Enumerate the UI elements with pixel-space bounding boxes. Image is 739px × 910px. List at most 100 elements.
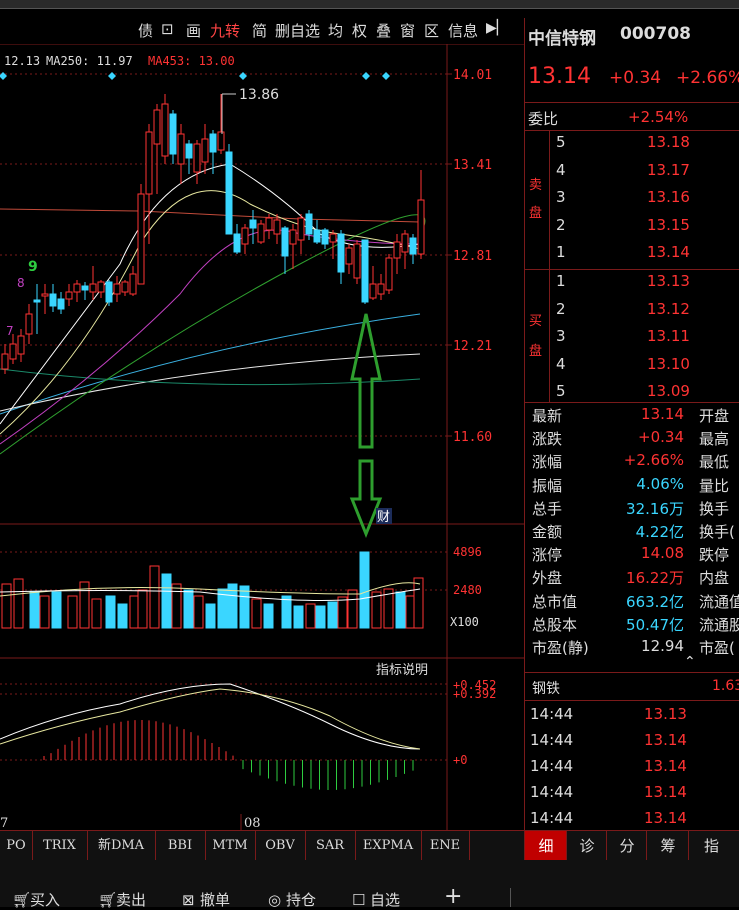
tick-time: 14:44	[530, 731, 574, 749]
sell-side-label: 盘	[529, 206, 543, 221]
tab-minute[interactable]: 分	[606, 831, 647, 861]
cancel-order-button[interactable]: ⊠ 撤单	[182, 889, 230, 910]
bid-level: 3	[556, 327, 566, 345]
toolbar-frame-icon[interactable]: ⊡	[161, 20, 174, 38]
finance-report-mark[interactable]: 财	[377, 510, 390, 525]
stat-value: 4.22亿	[635, 523, 684, 541]
cart-icon: 🛒︎	[12, 891, 32, 909]
bid-price: 13.12	[647, 299, 690, 318]
tab-sar[interactable]: SAR	[305, 831, 356, 861]
indicator-tabs: PO TRIX 新DMA BBI MTM OBV SAR EXPMA ENE 细…	[0, 830, 739, 861]
toolbar-remove-watch[interactable]: 删自选	[275, 22, 321, 40]
tick-time: 14:44	[530, 757, 574, 775]
toolbar-window[interactable]: 窗	[400, 22, 416, 40]
cancel-label: 撤单	[200, 891, 231, 909]
tab-obv[interactable]: OBV	[255, 831, 306, 861]
vol-tick: 2480	[453, 583, 482, 597]
tick-price: 13.14	[644, 731, 687, 749]
tab-mtm[interactable]: MTM	[205, 831, 256, 861]
stat-label-2: 换手	[699, 499, 730, 518]
tick-time: 14:44	[530, 783, 574, 801]
stat-label: 振幅	[532, 476, 563, 495]
ask-price: 13.18	[647, 133, 690, 151]
tab-diagnose[interactable]: 诊	[566, 831, 607, 861]
stat-label: 总市值	[532, 592, 578, 611]
tick-time: 14:44	[530, 705, 574, 723]
stat-value: 16.22万	[626, 569, 684, 588]
macd-tick: +0.392	[453, 687, 496, 701]
watchlist-button[interactable]: ☐ 自选	[352, 889, 400, 910]
stat-value: +0.34	[638, 428, 684, 447]
stat-label: 外盘	[532, 569, 563, 588]
position-button[interactable]: ◎ 持仓	[268, 889, 316, 910]
trade-bar: 🛒︎买入 🛒︎卖出 ⊠ 撤单 ◎ 持仓 ☐ 自选 +	[0, 860, 739, 910]
ask-level: 2	[556, 215, 566, 234]
tab-po[interactable]: PO	[0, 831, 33, 861]
stock-code: 000708	[620, 24, 691, 44]
candlesticks	[1, 94, 425, 374]
buy-label: 买入	[30, 891, 61, 909]
tab-index[interactable]: 指	[688, 831, 734, 861]
price-change: +0.34	[609, 68, 662, 88]
chart-toolbar: 债 ⊡ 画 九转 简 删自选 均 权 叠 窗 区 信息 ▶▏	[0, 18, 524, 44]
tab-detail[interactable]: 细	[524, 831, 567, 861]
bid-level: 2	[556, 299, 566, 318]
collapse-caret-icon[interactable]: ⌃	[684, 654, 696, 670]
position-label: 持仓	[286, 891, 317, 909]
toolbar-bond[interactable]: 债	[138, 22, 154, 40]
sector-label[interactable]: 钢铁	[532, 681, 560, 697]
ask-level: 1	[556, 243, 566, 261]
stat-label-2: 最低	[699, 453, 730, 472]
stat-label-2: 流通值	[699, 592, 739, 611]
position-icon: ◎	[268, 891, 282, 909]
stat-value: 32.16万	[626, 499, 684, 518]
toolbar-average[interactable]: 均	[328, 22, 344, 40]
stat-value: +2.66%	[623, 451, 684, 470]
event-diamonds	[0, 72, 390, 80]
toolbar-overlay[interactable]: 叠	[376, 22, 392, 40]
buy-side-label: 买	[529, 314, 543, 329]
bid-price: 13.13	[647, 272, 690, 290]
bid-price: 13.10	[647, 354, 690, 373]
sell-button[interactable]: 🛒︎卖出	[98, 889, 146, 910]
vol-unit: X100	[450, 615, 479, 629]
toolbar-rights[interactable]: 权	[352, 22, 368, 40]
price-tick: 11.60	[453, 430, 492, 445]
price-tick: 12.21	[453, 339, 492, 354]
toolbar-simple[interactable]: 简	[252, 22, 268, 40]
indicator-explain-link[interactable]: 指标说明	[376, 663, 428, 678]
toolbar-draw[interactable]: 画	[186, 22, 202, 40]
td-seven-label: 7	[6, 324, 14, 338]
tick-price: 13.14	[644, 783, 687, 801]
toolbar-info[interactable]: 信息	[448, 22, 479, 40]
tab-bbi[interactable]: BBI	[155, 831, 206, 861]
ma453-label: MA453: 13.00	[148, 54, 235, 68]
stat-label-2: 流通股	[699, 615, 739, 634]
date-tick: 7	[0, 816, 8, 830]
tab-chips[interactable]: 筹	[646, 831, 689, 861]
stat-value: 4.06%	[636, 474, 684, 493]
toolbar-nine-turn[interactable]: 九转	[210, 22, 241, 40]
toolbar-collapse-icon[interactable]: ▶▏	[486, 20, 508, 36]
bid-level: 5	[556, 382, 566, 400]
tab-expma[interactable]: EXPMA	[355, 831, 422, 861]
tab-new-dma[interactable]: 新DMA	[87, 831, 156, 861]
tab-ene[interactable]: ENE	[421, 831, 470, 861]
stat-value: 50.47亿	[626, 615, 684, 634]
buy-button[interactable]: 🛒︎买入	[12, 889, 60, 910]
kline-chart[interactable]: 12.13 MA250: 11.97 MA453: 13.00 14.01 13…	[0, 44, 524, 830]
price-change-pct: +2.66%	[676, 68, 739, 88]
tick-time: 14:44	[530, 809, 574, 827]
toolbar-range[interactable]: 区	[424, 22, 440, 40]
vol-tick: 4896	[453, 545, 482, 559]
ask-price: 13.15	[647, 215, 690, 234]
add-button[interactable]: +	[444, 884, 463, 909]
bid-level: 4	[556, 354, 566, 373]
stat-label-2: 量比	[699, 476, 730, 495]
stat-label-2: 换手(	[699, 523, 735, 541]
ask-level: 5	[556, 133, 566, 151]
tab-trix[interactable]: TRIX	[32, 831, 88, 861]
stat-label: 总手	[532, 499, 563, 518]
stat-label-2: 最高	[699, 430, 730, 449]
stock-name: 中信特钢	[528, 29, 596, 49]
